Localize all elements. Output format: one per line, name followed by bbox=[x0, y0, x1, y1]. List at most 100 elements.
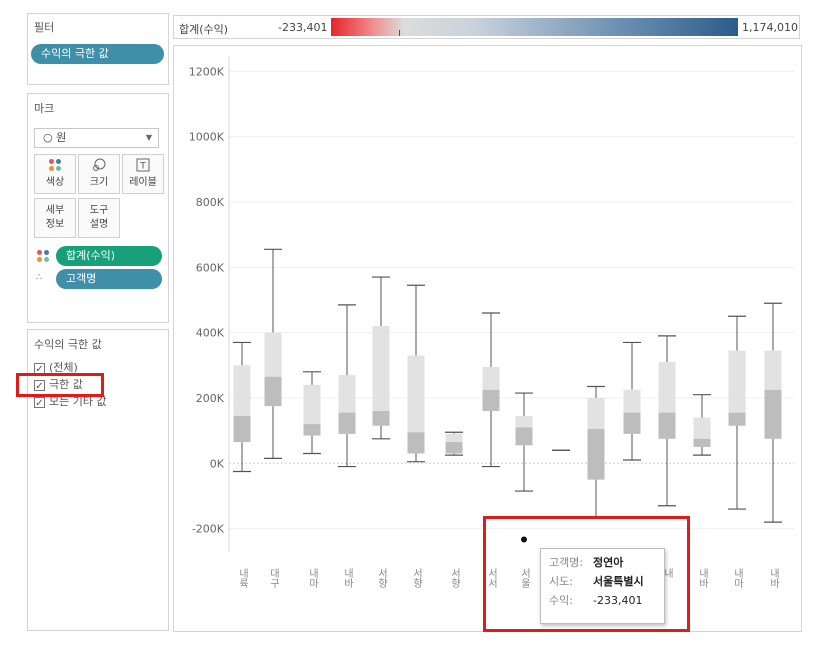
color-dots-icon bbox=[36, 249, 50, 266]
box-upper bbox=[233, 365, 251, 416]
option-others-label: 모든 기타 값 bbox=[49, 395, 107, 408]
tooltip-row-customer: 고객명: 정연아 bbox=[549, 553, 664, 572]
box-upper bbox=[482, 366, 500, 390]
box-upper bbox=[338, 375, 356, 413]
filter-pill[interactable]: 수익의 극한 값 bbox=[31, 44, 164, 64]
x-tick-label: 내바 bbox=[697, 568, 709, 589]
x-tick-label: 내륙 bbox=[237, 568, 249, 589]
highlight-box-filter bbox=[16, 373, 104, 397]
detail-button-label: 세부 정보 bbox=[45, 205, 65, 230]
tooltip-button[interactable]: 도구 설명 bbox=[78, 198, 120, 238]
tooltip-key-customer: 고객명: bbox=[549, 556, 584, 569]
color-button-label: 색상 bbox=[45, 177, 65, 188]
tooltip-value-customer: 정연아 bbox=[593, 556, 624, 569]
tooltip-value-profit: -233,401 bbox=[593, 594, 643, 607]
box-upper bbox=[445, 433, 463, 443]
box-lower bbox=[233, 415, 251, 443]
box-upper bbox=[264, 332, 282, 377]
mark-type-select[interactable]: ○ 원 ▼ bbox=[34, 128, 159, 148]
tooltip-key-profit: 수익: bbox=[549, 594, 573, 607]
x-tick-label: 서향 bbox=[376, 568, 388, 588]
box-lower bbox=[658, 412, 676, 439]
box-lower bbox=[303, 424, 321, 436]
box-lower bbox=[407, 432, 425, 454]
marks-card: 마크 ○ 원 ▼ 색상 크기 T 레이블 세부 정보 도구 설명 합계(수익) … bbox=[27, 93, 169, 323]
color-button[interactable]: 색상 bbox=[34, 154, 76, 194]
box-upper bbox=[587, 397, 605, 429]
x-tick-label: 대구 bbox=[268, 568, 280, 589]
size-icon bbox=[79, 158, 119, 176]
label-button[interactable]: T 레이블 bbox=[122, 154, 164, 194]
y-tick-label: 400K bbox=[196, 327, 225, 340]
label-button-label: 레이블 bbox=[129, 177, 157, 188]
box-lower bbox=[482, 389, 500, 412]
legend-title: 합계(수익) bbox=[179, 23, 229, 36]
checkbox-checked-icon[interactable]: ✓ bbox=[34, 362, 45, 375]
tooltip-row-region: 시도: 서울특별시 bbox=[549, 572, 664, 591]
checkbox-checked-icon[interactable]: ✓ bbox=[34, 396, 45, 409]
y-tick-label: 200K bbox=[196, 392, 225, 405]
x-tick-label: 내바 bbox=[768, 568, 780, 589]
legend-min-label: -233,401 bbox=[278, 21, 328, 34]
x-tick-label: 내바 bbox=[342, 568, 354, 589]
box-lower bbox=[693, 438, 711, 447]
chevron-down-icon: ▼ bbox=[145, 133, 152, 142]
tooltip-value-region: 서울특별시 bbox=[593, 575, 644, 588]
box-lower bbox=[372, 411, 390, 426]
filter-card-title: 수익의 극한 값 bbox=[34, 338, 102, 351]
legend-max-label: 1,174,010 bbox=[742, 21, 798, 34]
box-upper bbox=[623, 389, 641, 413]
filters-shelf: 필터 수익의 극한 값 bbox=[27, 13, 169, 85]
box-upper bbox=[515, 415, 533, 428]
text-icon: T bbox=[123, 158, 163, 176]
x-tick-label: 서울 bbox=[519, 568, 531, 588]
color-pill[interactable]: 합계(수익) bbox=[56, 246, 162, 266]
box-lower bbox=[338, 412, 356, 434]
tooltip-row-profit: 수익: -233,401 bbox=[549, 591, 664, 610]
option-all[interactable]: ✓ (전체) bbox=[34, 360, 78, 376]
box-upper bbox=[303, 384, 321, 425]
filter-card: 수익의 극한 값 ✓ (전체) ✓ 극한 값 ✓ 모든 기타 값 bbox=[27, 329, 169, 631]
outlier-point bbox=[521, 536, 527, 543]
tooltip-key-region: 시도: bbox=[549, 575, 573, 588]
box-lower bbox=[445, 442, 463, 454]
box-lower bbox=[728, 412, 746, 426]
color-legend: 합계(수익) -233,401 1,174,010 bbox=[173, 15, 800, 39]
x-tick-label: 내 bbox=[662, 568, 674, 579]
marks-title: 마크 bbox=[34, 102, 55, 115]
highlight-box-tooltip bbox=[483, 516, 690, 632]
x-tick-label: 서향 bbox=[449, 568, 461, 588]
detail-button[interactable]: 세부 정보 bbox=[34, 198, 76, 238]
x-tick-label: 내마 bbox=[732, 568, 744, 589]
box-upper bbox=[728, 350, 746, 413]
size-button[interactable]: 크기 bbox=[78, 154, 120, 194]
x-tick-label: 내마 bbox=[307, 568, 319, 589]
x-tick-label: 서서 bbox=[486, 568, 498, 589]
x-tick-label: 서향 bbox=[411, 568, 423, 588]
option-others[interactable]: ✓ 모든 기타 값 bbox=[34, 394, 107, 410]
boxplot-view: -200K 0K 200K 400K 600K 800K 1000K 1200K 내륙 대구 내마 내… bbox=[173, 45, 802, 632]
box-upper bbox=[658, 362, 676, 413]
y-tick-label: -200K bbox=[192, 523, 225, 536]
box-upper bbox=[407, 355, 425, 433]
box-lower bbox=[515, 427, 533, 446]
box-lower bbox=[623, 412, 641, 434]
checkbox-checked-icon[interactable]: ✓ bbox=[34, 379, 45, 392]
option-extreme[interactable]: ✓ 극한 값 bbox=[34, 377, 83, 393]
box-lower bbox=[587, 428, 605, 480]
mark-type-label: ○ 원 bbox=[43, 131, 67, 144]
legend-zero-tick bbox=[399, 30, 400, 36]
box-lower bbox=[264, 376, 282, 407]
size-button-label: 크기 bbox=[89, 177, 109, 188]
option-extreme-label: 극한 값 bbox=[49, 378, 83, 391]
y-tick-label: 1200K bbox=[189, 65, 225, 78]
tooltip: 고객명: 정연아 시도: 서울특별시 수익: -233,401 bbox=[540, 548, 665, 624]
legend-gradient bbox=[331, 18, 738, 36]
y-tick-label: 800K bbox=[196, 196, 225, 209]
detail-pill[interactable]: 고객명 bbox=[56, 269, 162, 289]
y-tick-label: 1000K bbox=[189, 131, 225, 144]
box-lower bbox=[764, 389, 782, 439]
option-all-label: (전체) bbox=[49, 361, 78, 374]
filters-title: 필터 bbox=[34, 21, 55, 34]
svg-text:T: T bbox=[139, 162, 146, 172]
